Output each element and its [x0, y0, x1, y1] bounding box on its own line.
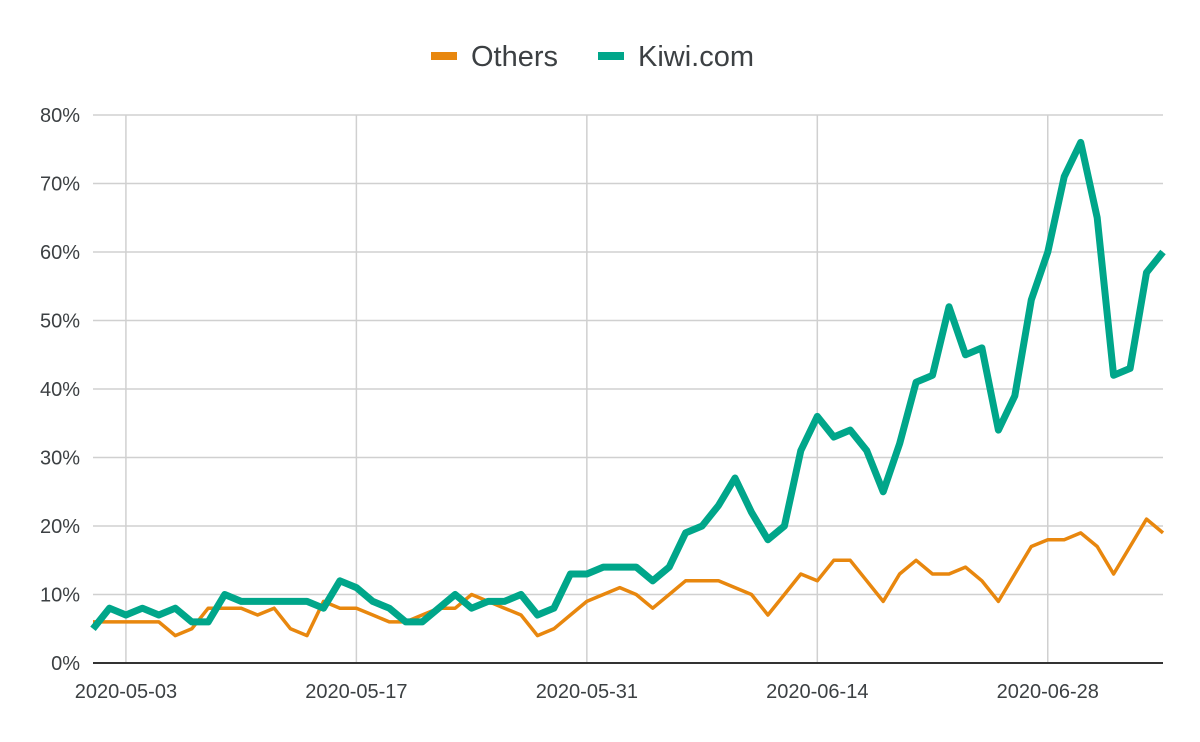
- x-tick-label: 2020-05-17: [305, 681, 407, 703]
- legend-label: Others: [471, 41, 558, 73]
- y-axis-ticks: 0% 10% 20% 30% 40% 50% 60% 70% 80%: [40, 105, 80, 675]
- y-tick-label: 10%: [40, 585, 80, 607]
- series-lines: [90, 138, 1166, 638]
- x-axis-ticks: 2020-05-03 2020-05-17 2020-05-31 2020-06-14…: [75, 681, 1099, 703]
- legend-swatch: [598, 52, 624, 60]
- y-tick-label: 0%: [51, 653, 80, 675]
- y-tick-label: 60%: [40, 242, 80, 264]
- y-tick-label: 70%: [40, 174, 80, 196]
- y-tick-label: 50%: [40, 311, 80, 333]
- legend-label: Kiwi.com: [638, 41, 754, 73]
- y-tick-label: 20%: [40, 516, 80, 538]
- y-tick-label: 40%: [40, 379, 80, 401]
- y-tick-label: 30%: [40, 448, 80, 470]
- series-line-kiwi-com: [90, 138, 1166, 631]
- series-line-others: [93, 517, 1165, 638]
- x-tick-label: 2020-05-03: [75, 681, 177, 703]
- x-tick-label: 2020-06-14: [766, 681, 868, 703]
- x-tick-label: 2020-06-28: [997, 681, 1099, 703]
- chart-grid: [93, 114, 1163, 663]
- y-tick-label: 80%: [40, 105, 80, 127]
- legend-swatch: [431, 52, 457, 60]
- legend: Others Kiwi.com: [431, 41, 754, 73]
- x-tick-label: 2020-05-31: [536, 681, 638, 703]
